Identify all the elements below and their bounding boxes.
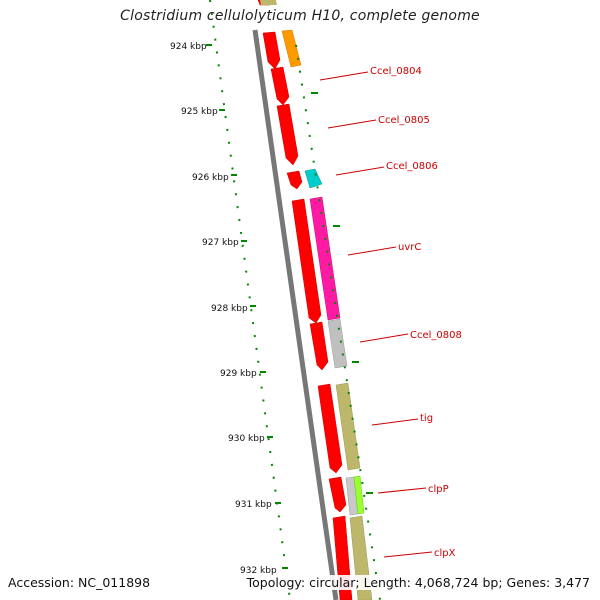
gene-labels: Ccel_0804 Ccel_0805 Ccel_0806 uvrC Ccel_…	[370, 66, 462, 559]
cds-arrow	[317, 383, 343, 474]
feature-orange	[281, 29, 302, 68]
gene-label: uvrC	[398, 242, 421, 253]
gene-label: clpP	[428, 484, 449, 495]
gene-label: Ccel_0808	[410, 330, 462, 341]
kbp-label: 932 kbp	[240, 566, 277, 576]
feature-grey	[327, 318, 348, 369]
right-major-ticks	[311, 92, 373, 494]
gene-label: clpX	[434, 548, 456, 559]
cds-arrow	[262, 31, 281, 70]
cds-arrow	[270, 66, 290, 106]
kbp-label: 924 kbp	[170, 42, 207, 52]
cds-arrow	[291, 198, 322, 324]
cds-arrow	[328, 476, 347, 513]
genome-backbone	[252, 29, 339, 600]
label-leaders	[319, 71, 433, 558]
kbp-labels: 924 kbp 925 kbp 926 kbp 927 kbp 928 kbp …	[170, 42, 277, 576]
kbp-label: 928 kbp	[211, 304, 248, 314]
gene-label: Ccel_0806	[386, 161, 438, 172]
kbp-label: 930 kbp	[228, 434, 265, 444]
feature-cyan	[304, 168, 323, 189]
cds-features	[257, 0, 353, 600]
kbp-label: 929 kbp	[220, 369, 257, 379]
kbp-label: 927 kbp	[202, 238, 239, 248]
gene-label: Ccel_0804	[370, 66, 422, 77]
feature-khaki	[335, 382, 361, 471]
map-title: Clostridium cellulolyticum H10, complete…	[0, 8, 600, 24]
kbp-label: 931 kbp	[235, 500, 272, 510]
gene-label: tig	[420, 413, 433, 424]
kbp-major-ticks	[206, 44, 288, 569]
feature-magenta	[309, 196, 341, 321]
gene-label: Ccel_0805	[378, 115, 430, 126]
colored-features	[260, 0, 373, 600]
genome-summary-text: Topology: circular; Length: 4,068,724 bp…	[246, 575, 590, 590]
cds-arrow	[309, 321, 329, 371]
accession-text: Accession: NC_011898	[8, 575, 151, 590]
cds-arrow	[276, 103, 299, 166]
cds-arrow	[286, 170, 303, 190]
kbp-label: 926 kbp	[192, 173, 229, 183]
feature-lime	[353, 475, 365, 515]
feature-khaki	[260, 0, 277, 5]
kbp-label: 925 kbp	[181, 107, 218, 117]
